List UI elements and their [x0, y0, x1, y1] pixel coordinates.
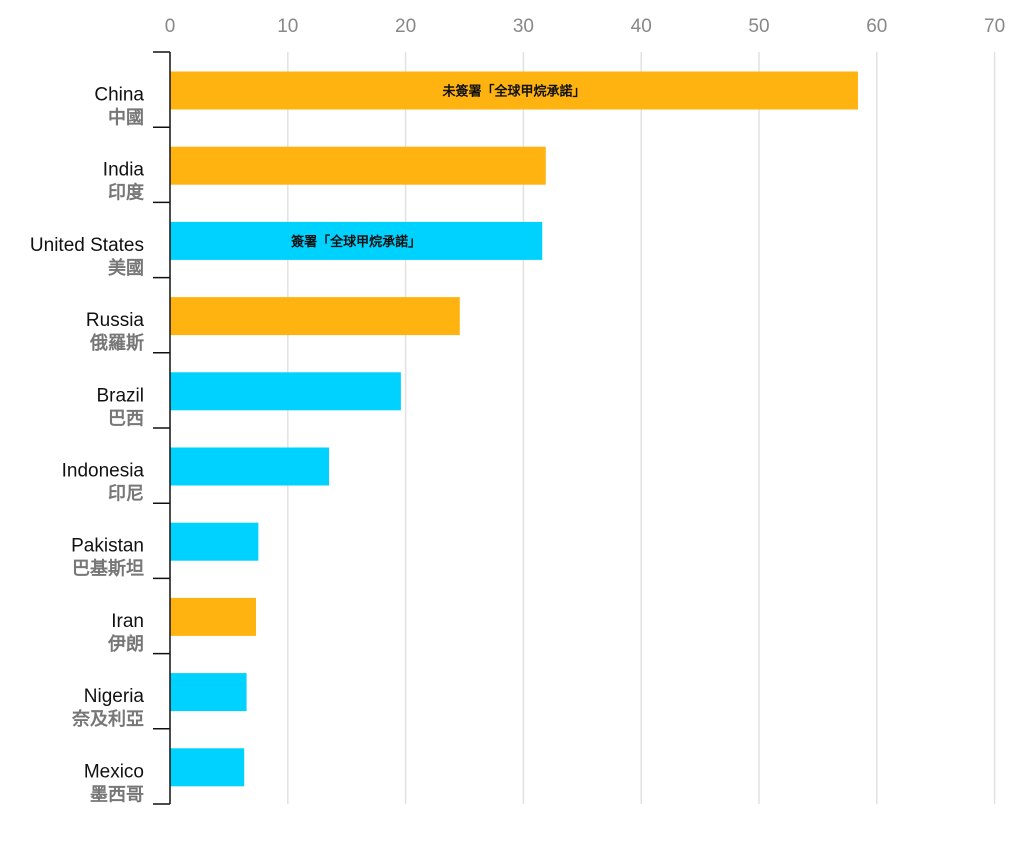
x-tick-label-60: 60 [866, 16, 887, 37]
annotations: 未簽署「全球甲烷承諾」簽署「全球甲烷承諾」 [291, 84, 585, 250]
bar-mexico [170, 748, 245, 787]
category-label-en: United States [30, 235, 144, 256]
category-label-zh: 巴基斯坦 [72, 558, 144, 580]
bar-nigeria [170, 673, 247, 712]
category-label-zh: 中國 [108, 107, 144, 129]
category-label-en: Iran [111, 611, 144, 632]
bar-india [170, 146, 546, 185]
bar-russia [170, 297, 460, 336]
bar-united-states [170, 221, 543, 260]
bar-brazil [170, 372, 401, 411]
x-tick-label-20: 20 [395, 16, 416, 37]
category-label-zh: 印尼 [108, 484, 144, 505]
category-label-en: Indonesia [62, 461, 145, 482]
category-label-zh: 奈及利亞 [71, 708, 144, 730]
x-axis-ticks: 0 10 20 30 40 50 60 70 [165, 16, 1005, 37]
category-label-zh: 巴西 [108, 408, 144, 429]
category-label-zh: 墨西哥 [90, 784, 144, 805]
bars [170, 71, 858, 787]
bar-annotation: 簽署「全球甲烷承諾」 [291, 234, 421, 250]
category-label-zh: 俄羅斯 [89, 332, 144, 354]
category-label-zh: 印度 [108, 182, 145, 204]
x-tick-label-70: 70 [984, 16, 1005, 37]
bar-pakistan [170, 522, 259, 561]
category-label-en: India [103, 160, 145, 181]
category-label-en: Brazil [96, 385, 144, 406]
category-label-en: Nigeria [84, 686, 145, 707]
category-label-zh: 伊朗 [107, 633, 144, 655]
category-label-en: Pakistan [71, 536, 144, 557]
category-label-en: Mexico [84, 761, 144, 782]
x-tick-label-40: 40 [631, 16, 652, 37]
x-tick-label-30: 30 [513, 16, 534, 37]
category-label-en: Russia [86, 310, 145, 331]
bar-indonesia [170, 447, 330, 486]
category-label-zh: 美國 [108, 257, 144, 279]
bar-annotation: 未簽署「全球甲烷承諾」 [441, 84, 585, 100]
bar-iran [170, 597, 256, 636]
x-tick-label-50: 50 [748, 16, 769, 37]
x-tick-label-0: 0 [165, 16, 176, 37]
x-tick-label-10: 10 [277, 16, 298, 37]
bar-china [170, 71, 858, 110]
y-axis [153, 51, 171, 805]
category-label-en: China [94, 85, 144, 106]
